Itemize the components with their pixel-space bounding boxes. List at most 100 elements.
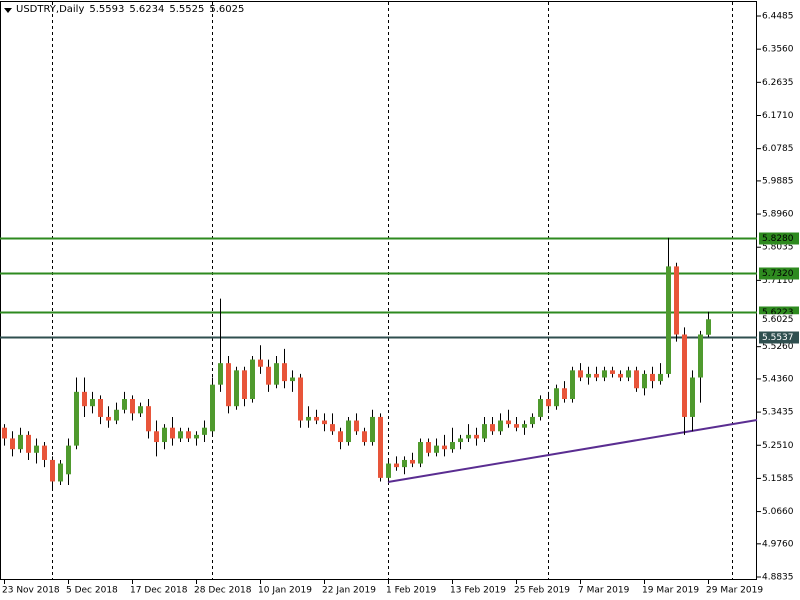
candle-body	[498, 420, 503, 432]
symbol-title: USDTRY,Daily	[16, 4, 85, 15]
candle-body	[698, 334, 703, 378]
candle-body	[506, 420, 511, 425]
candle-body	[266, 366, 271, 385]
candle-body	[186, 431, 191, 439]
candle-body	[74, 391, 79, 446]
level-label: 5.8280	[762, 234, 794, 244]
chart-header: USDTRY,Daily 5.5593 5.6234 5.5525 5.6025	[16, 4, 244, 15]
x-tick-label: 19 Mar 2019	[642, 586, 699, 596]
candle-body	[354, 420, 359, 432]
y-tick-label: 6.0785	[762, 144, 794, 154]
y-tick-label: 6.3560	[762, 45, 794, 55]
candle-body	[578, 370, 583, 378]
candle-body	[250, 359, 255, 400]
candle-body	[586, 373, 591, 378]
candle-body	[690, 377, 695, 417]
candle-body	[154, 431, 159, 443]
candle-body	[34, 445, 39, 453]
candle-body	[258, 359, 263, 367]
close-value: 5.6025	[209, 4, 245, 15]
candle-body	[98, 399, 103, 417]
price-label-box	[759, 314, 799, 325]
candle-body	[10, 438, 15, 450]
x-tick-label: 13 Feb 2019	[450, 586, 506, 596]
y-tick-label: 5.8035	[762, 243, 794, 253]
candle-body	[290, 377, 295, 382]
x-tick-label: 23 Nov 2018	[2, 586, 60, 596]
candle-body	[410, 459, 415, 464]
price-label: 5.6025	[762, 315, 794, 325]
candle-body	[26, 434, 31, 453]
x-tick-label: 22 Jan 2019	[322, 586, 376, 596]
level-label: 5.5537	[762, 333, 794, 343]
candle-body	[146, 406, 151, 432]
candle-body	[90, 399, 95, 407]
candle-body	[234, 370, 239, 407]
candle-body	[434, 445, 439, 453]
level-label: 5.6223	[762, 308, 794, 318]
y-tick-label: 5.3435	[762, 408, 794, 418]
y-tick-label: 5.1585	[762, 474, 794, 484]
candle-body	[490, 424, 495, 432]
candle-body	[442, 445, 447, 450]
candle-body	[594, 373, 599, 378]
y-tick-label: 5.8960	[762, 210, 794, 220]
candle-body	[402, 459, 407, 468]
candle-body	[450, 442, 455, 450]
candle-body	[338, 431, 343, 443]
candle-body	[274, 363, 279, 385]
level-label-box	[759, 232, 799, 245]
candles	[2, 237, 711, 489]
candle-body	[314, 416, 319, 421]
x-tick-label: 25 Feb 2019	[514, 586, 570, 596]
candle-body	[42, 445, 47, 460]
candle-body	[626, 370, 631, 378]
candle-body	[530, 416, 535, 425]
candle-body	[466, 434, 471, 439]
candle-body	[394, 463, 399, 468]
x-tick-label: 29 Mar 2019	[706, 586, 763, 596]
candle-body	[162, 427, 167, 443]
candle-body	[106, 416, 111, 421]
x-tick-label: 1 Feb 2019	[386, 586, 437, 596]
candle-body	[242, 370, 247, 400]
candle-body	[546, 399, 551, 407]
candle-body	[642, 373, 647, 389]
candle-body	[330, 424, 335, 432]
candle-body	[2, 427, 7, 439]
y-tick-label: 6.4485	[762, 12, 794, 22]
candle-body	[650, 373, 655, 382]
candle-body	[426, 442, 431, 453]
y-tick-label: 5.4360	[762, 374, 794, 384]
candle-body	[130, 399, 135, 414]
candle-body	[58, 463, 63, 482]
candle-body	[474, 434, 479, 439]
candle-body	[570, 370, 575, 400]
candle-body	[706, 319, 711, 335]
candle-body	[378, 416, 383, 478]
candle-body	[538, 399, 543, 417]
menu-arrow[interactable]	[4, 8, 12, 13]
candle-body	[18, 434, 23, 450]
candle-body	[138, 406, 143, 414]
high-value: 5.6234	[129, 4, 165, 15]
candle-body	[386, 463, 391, 478]
level-label-box	[759, 267, 799, 280]
y-tick-label: 6.1710	[762, 111, 794, 121]
x-tick-label: 17 Dec 2018	[130, 586, 188, 596]
candle-body	[458, 438, 463, 443]
x-tick-label: 10 Jan 2019	[258, 586, 312, 596]
candle-body	[346, 420, 351, 443]
plot-frame	[0, 1, 757, 580]
y-tick-label: 5.2510	[762, 441, 794, 451]
candle-body	[202, 427, 207, 435]
x-tick-label: 28 Dec 2018	[194, 586, 252, 596]
open-value: 5.5593	[89, 4, 125, 15]
y-tick-label: 5.0660	[762, 507, 794, 517]
candle-body	[194, 434, 199, 439]
candle-body	[482, 424, 487, 439]
level-label-box	[759, 331, 799, 344]
level-label: 5.7320	[762, 269, 794, 279]
